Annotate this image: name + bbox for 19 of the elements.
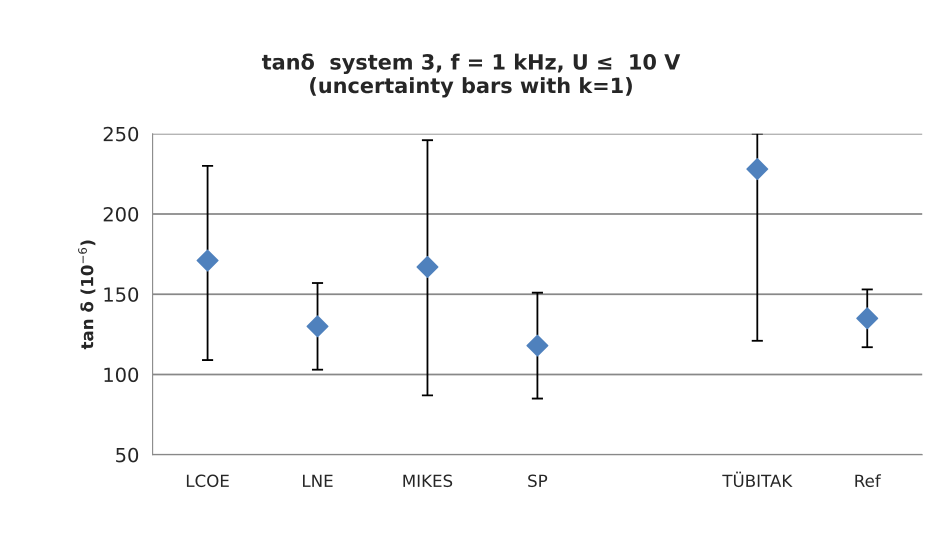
y-tick-label: 100 xyxy=(104,367,138,382)
point xyxy=(306,315,329,338)
x-tick-label: LNE xyxy=(303,474,333,487)
x-tick-label: TÜBITAK xyxy=(722,472,793,488)
chart-title: tanδ system 3, f = 1 kHz, U ≤ 10 V (uncertainty bars with k=1) xyxy=(262,54,680,98)
point xyxy=(196,250,219,272)
y-tick-label: 250 xyxy=(104,126,138,142)
x-tick-label: Ref xyxy=(855,474,882,488)
x-tick-label: LCOE xyxy=(186,474,229,488)
point xyxy=(856,307,878,330)
y-tick-label: 50 xyxy=(116,448,138,462)
y-tick-label: 200 xyxy=(104,206,138,222)
point xyxy=(416,256,438,278)
y-tick-label: 150 xyxy=(104,287,138,302)
point xyxy=(526,334,548,357)
x-tick-label: MIKES xyxy=(403,474,452,488)
point xyxy=(746,158,768,180)
x-tick-label: SP xyxy=(528,474,548,488)
y-axis-title: tan δ (10$^{−6}$) xyxy=(78,240,96,350)
